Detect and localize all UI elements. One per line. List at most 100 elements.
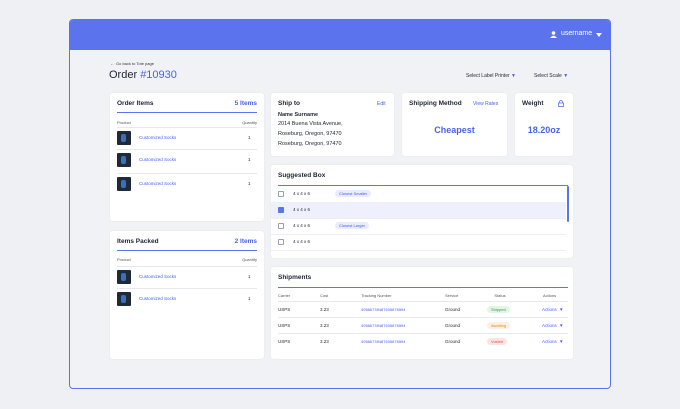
address-line: Name Surname xyxy=(278,112,319,118)
order-label: Order xyxy=(109,69,138,81)
items-packed-card: Items Packed 2 Items Product Quantity Custom… xyxy=(110,231,264,359)
select-text: Select Scale xyxy=(534,73,562,79)
address-line: Roseburg, Oregon, 97470 xyxy=(278,141,342,147)
card-title: Ship to xyxy=(278,100,301,107)
suggested-box-card: Suggested Box 4 x 4 x 6 Closest Smaller 4 x… xyxy=(271,165,573,258)
box-size: 4 x 4 x 6 xyxy=(293,223,311,228)
carrier: USPS xyxy=(278,339,291,344)
column-header: Service xyxy=(445,293,459,298)
column-header: Carrier xyxy=(278,293,291,298)
product-name[interactable]: Customized Socks xyxy=(139,274,177,279)
caret: ▼ xyxy=(559,307,564,312)
service: Ground xyxy=(445,323,461,328)
cost: 3.23 xyxy=(320,339,329,344)
product-image xyxy=(117,177,131,191)
actions-button[interactable]: Actions xyxy=(542,323,557,328)
caret: ▼ xyxy=(563,73,569,79)
column-header: Product xyxy=(117,120,131,125)
box-row[interactable]: 4 x 4 x 6 Closest Larger xyxy=(271,218,566,235)
weight-card: Weight 18.20oz xyxy=(515,93,573,156)
view-rates-link[interactable]: View Rates xyxy=(473,101,499,107)
row-divider xyxy=(278,333,568,334)
box-tag: Closest Larger xyxy=(335,222,370,229)
box-row[interactable]: 4 x 4 x 6 xyxy=(271,234,566,251)
box-row[interactable]: 4 x 4 x 6 Closest Smaller xyxy=(271,186,566,203)
title-underline xyxy=(278,185,568,186)
caret xyxy=(596,33,602,37)
box-size: 4 x 4 x 6 xyxy=(293,207,311,212)
product-image xyxy=(117,270,131,284)
column-header: Quantity xyxy=(242,120,257,125)
caret: ▼ xyxy=(559,339,564,344)
service: Ground xyxy=(445,339,461,344)
item-count: 2 Items xyxy=(234,238,257,245)
column-header: Product xyxy=(117,257,131,262)
checkbox[interactable] xyxy=(278,223,284,229)
column-header: Tracking Number xyxy=(361,293,392,298)
product-name[interactable]: Customized Socks xyxy=(139,181,177,186)
order-title: Order #10930 xyxy=(109,69,177,81)
username[interactable]: username xyxy=(561,30,593,37)
cost: 3.23 xyxy=(320,307,329,312)
column-header: Quantity xyxy=(242,257,257,262)
lock-icon[interactable] xyxy=(558,100,564,107)
quantity: 1 xyxy=(248,135,251,140)
quantity: 1 xyxy=(248,157,251,162)
ship-to-card: Ship to Edit Name Surname 2014 Buena Vis… xyxy=(271,93,394,156)
checkbox[interactable] xyxy=(278,239,284,245)
tracking-number[interactable]: 49586739487605876594 xyxy=(361,339,406,344)
box-size: 4 x 4 x 6 xyxy=(293,239,311,244)
carrier: USPS xyxy=(278,323,291,328)
address-line: Roseburg, Oregon, 97470 xyxy=(278,131,342,137)
service: Ground xyxy=(445,307,461,312)
address-line: 2014 Buena Vista Avenue, xyxy=(278,121,343,127)
status-badge: Voided xyxy=(487,338,508,345)
product-name[interactable]: Customized Socks xyxy=(139,296,177,301)
user-icon xyxy=(550,31,557,38)
quantity: 1 xyxy=(248,296,251,301)
shipping-method-card: Shipping Method View Rates Cheapest xyxy=(402,93,507,156)
row-divider xyxy=(117,288,257,289)
product-image xyxy=(117,292,131,306)
order-number: #10930 xyxy=(140,69,177,81)
scrollbar xyxy=(567,186,569,222)
select-text: Select Label Printer xyxy=(466,73,510,79)
row-divider xyxy=(117,173,257,174)
shipping-method-value: Cheapest xyxy=(434,125,475,135)
quantity: 1 xyxy=(248,181,251,186)
product-image xyxy=(117,131,131,145)
status-badge: Shipped xyxy=(487,306,510,313)
checkbox[interactable] xyxy=(278,207,284,213)
cost: 3.23 xyxy=(320,323,329,328)
scale-select[interactable]: Select Scale ▼ xyxy=(534,73,568,79)
row-divider xyxy=(117,127,257,128)
product-name[interactable]: Customized Socks xyxy=(139,135,177,140)
row-divider xyxy=(278,317,568,318)
back-arrow: ← xyxy=(110,61,114,66)
actions-button[interactable]: Actions xyxy=(542,339,557,344)
product-name[interactable]: Customized Socks xyxy=(139,157,177,162)
actions-button[interactable]: Actions xyxy=(542,307,557,312)
row-divider xyxy=(278,301,568,302)
box-row[interactable]: 4 x 4 x 6 xyxy=(271,202,566,219)
label-printer-select[interactable]: Select Label Printer ▼ xyxy=(466,73,516,79)
back-link[interactable]: Go back to Tote page xyxy=(116,61,154,66)
title-underline xyxy=(117,112,257,113)
card-title: Weight xyxy=(522,100,544,107)
tracking-number[interactable]: 49586739487605876594 xyxy=(361,307,406,312)
item-count: 5 Items xyxy=(234,100,257,107)
title-underline xyxy=(278,287,568,288)
card-title: Order Items xyxy=(117,100,154,107)
caret: ▼ xyxy=(559,323,564,328)
edit-link[interactable]: Edit xyxy=(377,101,386,107)
box-tag: Closest Smaller xyxy=(335,190,372,197)
checkbox[interactable] xyxy=(278,191,284,197)
quantity: 1 xyxy=(248,274,251,279)
column-header: Cost xyxy=(320,293,329,298)
column-header: Status xyxy=(494,293,506,298)
card-title: Items Packed xyxy=(117,238,159,245)
app-frame: username ← Go back to Tote page Order #1… xyxy=(69,19,611,389)
caret: ▼ xyxy=(511,73,516,79)
card-title: Shipping Method xyxy=(409,100,462,107)
tracking-number[interactable]: 49586739487605876594 xyxy=(361,323,406,328)
